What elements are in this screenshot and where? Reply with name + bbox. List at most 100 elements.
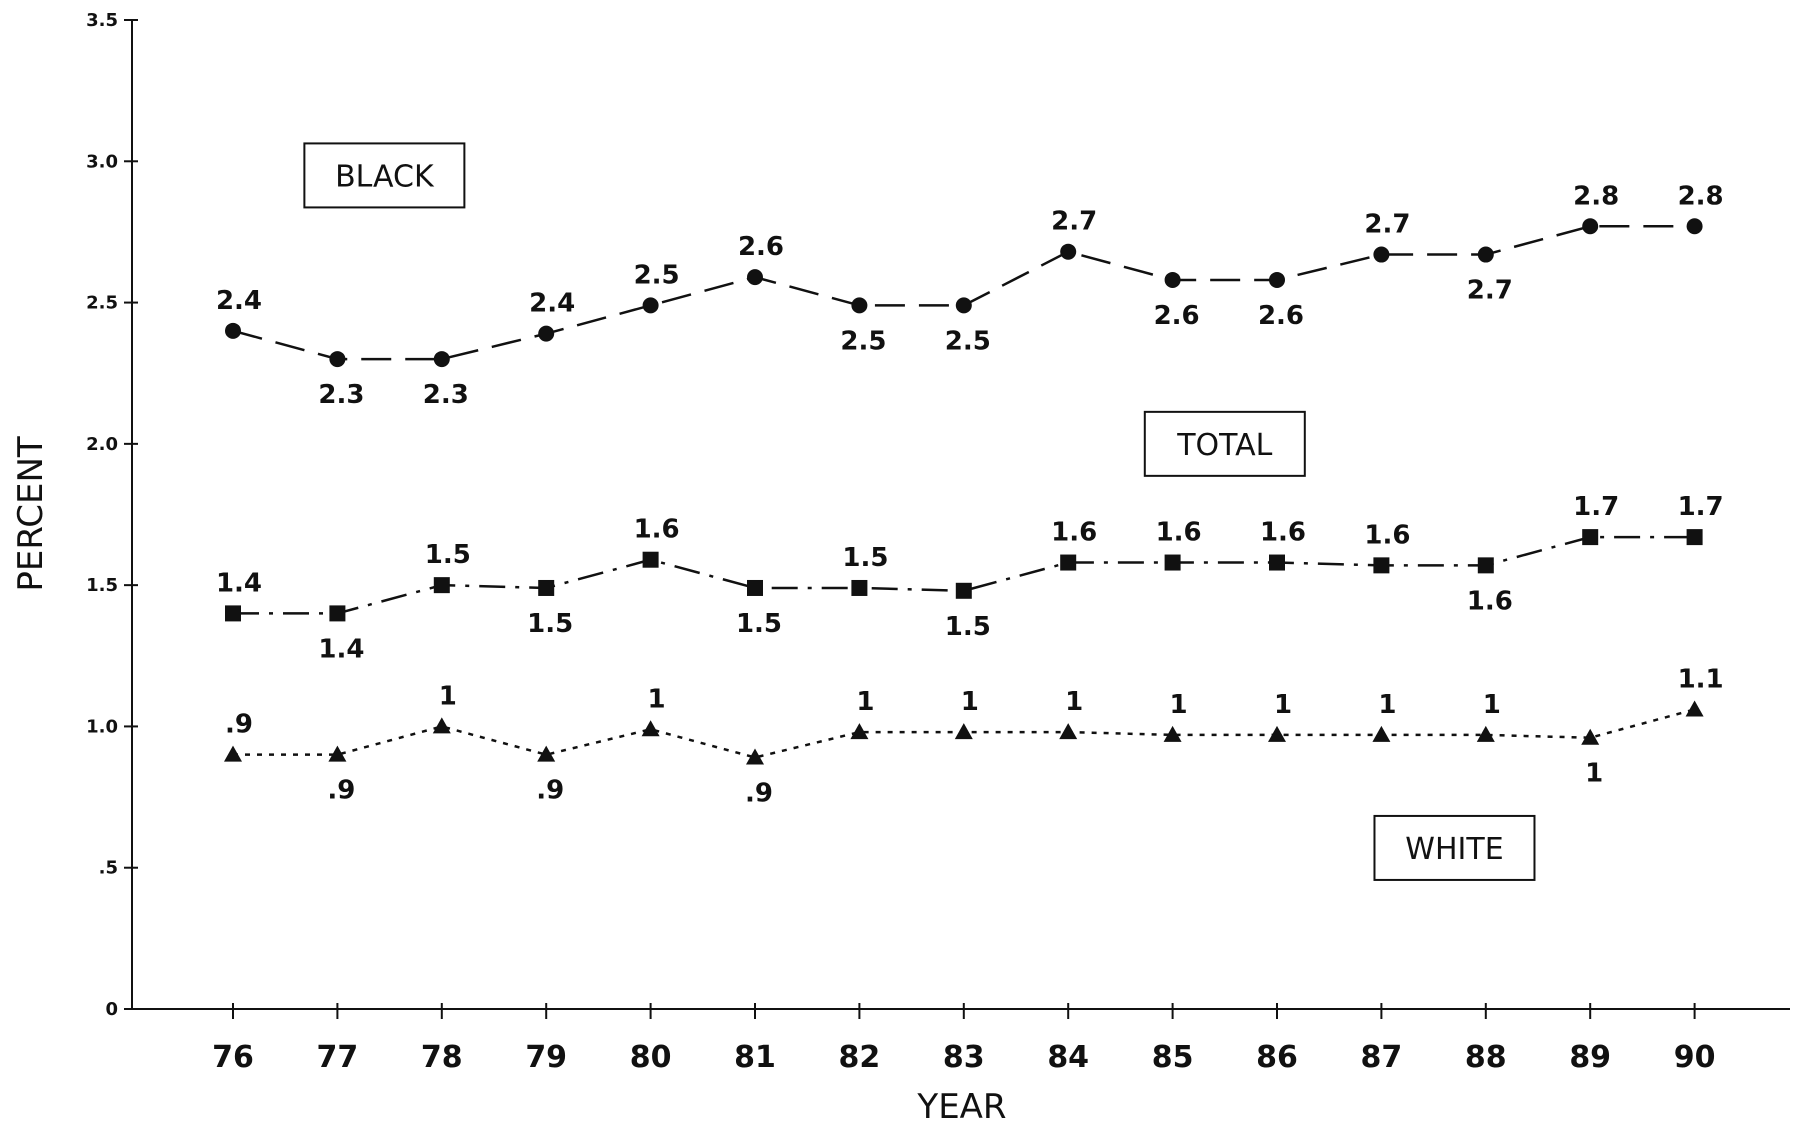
series-black: 2.4 2.3 2.3 2.4 2.5 2.6 2.5 2.5 2.7 2.6 2.6 2.7 2.7 2… bbox=[216, 181, 1724, 410]
data-point-white bbox=[1059, 723, 1078, 740]
data-label-black: 2.5 bbox=[840, 326, 886, 356]
data-label-total: 1.5 bbox=[842, 543, 888, 573]
data-label-black: 2.6 bbox=[738, 232, 784, 262]
data-label-total: 1.7 bbox=[1573, 492, 1619, 522]
data-point-white bbox=[1581, 728, 1600, 745]
data-point-total bbox=[851, 579, 868, 596]
data-point-black bbox=[1373, 246, 1390, 263]
x-tick-label: 84 bbox=[1047, 1040, 1089, 1075]
data-point-white bbox=[224, 745, 242, 762]
data-label-white: 1 bbox=[439, 681, 457, 711]
data-label-total: 1.6 bbox=[1051, 518, 1097, 548]
series-tag-black: BLACK bbox=[303, 142, 466, 209]
data-label-black: 2.6 bbox=[1258, 301, 1304, 331]
data-point-black bbox=[329, 351, 346, 368]
y-tick-label: 2.5 bbox=[86, 293, 118, 314]
axes bbox=[131, 20, 1790, 1010]
x-tick-label: 78 bbox=[421, 1040, 463, 1075]
data-point-total bbox=[1060, 554, 1077, 571]
data-label-total: 1.4 bbox=[318, 634, 364, 664]
data-label-white: 1 bbox=[1483, 690, 1501, 720]
x-tick-label: 89 bbox=[1569, 1040, 1611, 1075]
data-label-total: 1.5 bbox=[736, 609, 782, 639]
x-tick-label: 86 bbox=[1256, 1040, 1298, 1075]
series-tags: BLACK TOTAL WHITE bbox=[303, 142, 1536, 881]
data-point-total bbox=[955, 582, 972, 599]
x-tick-label: 79 bbox=[525, 1040, 567, 1075]
data-point-black bbox=[747, 269, 763, 286]
data-point-white bbox=[641, 720, 660, 737]
x-tick-label: 90 bbox=[1674, 1040, 1716, 1075]
data-point-total bbox=[433, 577, 450, 594]
data-label-black: 2.5 bbox=[945, 326, 991, 356]
x-tick-label: 76 bbox=[212, 1040, 254, 1075]
data-label-white: 1 bbox=[1585, 759, 1603, 789]
data-point-total bbox=[1582, 529, 1599, 546]
data-label-black: 2.7 bbox=[1051, 207, 1097, 237]
data-label-white: 1 bbox=[1378, 690, 1396, 720]
data-label-white: .9 bbox=[536, 776, 564, 806]
data-label-white: .9 bbox=[225, 710, 253, 740]
y-tick-label: 1.0 bbox=[86, 716, 118, 737]
data-label-total: 1.7 bbox=[1678, 492, 1724, 522]
y-tick-label: 3.5 bbox=[86, 10, 118, 31]
data-label-black: 2.3 bbox=[318, 380, 364, 410]
x-tick-label: 87 bbox=[1361, 1040, 1403, 1075]
y-tick-label: 0 bbox=[105, 999, 118, 1020]
data-point-black bbox=[538, 325, 555, 342]
y-axis-title: PERCENT bbox=[11, 436, 51, 592]
data-point-black bbox=[1686, 218, 1703, 235]
x-tick-label: 81 bbox=[734, 1040, 776, 1075]
data-label-black: 2.4 bbox=[216, 286, 262, 316]
data-label-total: 1.5 bbox=[527, 609, 573, 639]
data-label-black: 2.8 bbox=[1573, 181, 1619, 211]
data-point-total bbox=[1164, 554, 1181, 571]
series-tag-label: WHITE bbox=[1405, 832, 1503, 867]
data-point-white bbox=[954, 723, 973, 740]
series-total: 1.4 1.4 1.5 1.5 1.6 1.5 1.5 1.5 1.6 1.6 1.6 1.6 1.6 1… bbox=[216, 492, 1724, 664]
data-label-black: 2.4 bbox=[529, 289, 575, 319]
data-point-white bbox=[850, 723, 869, 740]
data-point-white bbox=[1268, 725, 1286, 742]
data-point-white bbox=[537, 745, 556, 762]
data-label-white: 1 bbox=[1065, 687, 1083, 717]
data-point-total bbox=[329, 605, 346, 622]
y-tick-label: 2.0 bbox=[86, 434, 118, 455]
data-point-total bbox=[538, 579, 555, 596]
data-point-black bbox=[1477, 246, 1494, 263]
data-point-black bbox=[1582, 218, 1599, 235]
data-point-total bbox=[1477, 557, 1494, 574]
data-point-white bbox=[1476, 725, 1495, 742]
x-tick-label: 85 bbox=[1152, 1040, 1194, 1075]
series-tag-total: TOTAL bbox=[1143, 410, 1306, 477]
data-label-white: 1 bbox=[856, 687, 874, 717]
data-point-total bbox=[1269, 554, 1285, 571]
data-point-black bbox=[1269, 271, 1285, 288]
data-point-white bbox=[328, 745, 347, 762]
data-label-black: 2.5 bbox=[634, 260, 680, 290]
data-point-total bbox=[642, 551, 659, 568]
series-tag-box bbox=[303, 142, 466, 209]
series-tag-box bbox=[1143, 410, 1306, 477]
data-point-black bbox=[642, 297, 659, 314]
data-point-white bbox=[746, 748, 764, 765]
data-label-black: 2.3 bbox=[423, 380, 469, 410]
data-label-total: 1.5 bbox=[945, 612, 991, 642]
data-point-total bbox=[1686, 529, 1703, 546]
data-point-white bbox=[1685, 700, 1704, 717]
data-point-black bbox=[851, 297, 868, 314]
x-tick-label: 80 bbox=[630, 1040, 672, 1075]
data-point-black bbox=[955, 297, 972, 314]
data-label-white: .9 bbox=[327, 776, 355, 806]
data-point-white bbox=[1163, 725, 1182, 742]
data-point-total bbox=[747, 579, 763, 596]
x-tick-label: 82 bbox=[839, 1040, 881, 1075]
data-point-white bbox=[432, 717, 451, 734]
x-axis-ticks: 76 77 78 79 80 81 82 83 84 85 86 87 88 89 90 bbox=[212, 1003, 1715, 1075]
x-tick-label: 88 bbox=[1465, 1040, 1507, 1075]
data-label-white: 1.1 bbox=[1678, 664, 1724, 694]
series-tag-white: WHITE bbox=[1373, 814, 1536, 881]
series-white: .9 .9 1 .9 1 .9 1 1 1 1 1 1 1 1 1.1 bbox=[224, 664, 1724, 809]
data-point-black bbox=[1164, 271, 1181, 288]
